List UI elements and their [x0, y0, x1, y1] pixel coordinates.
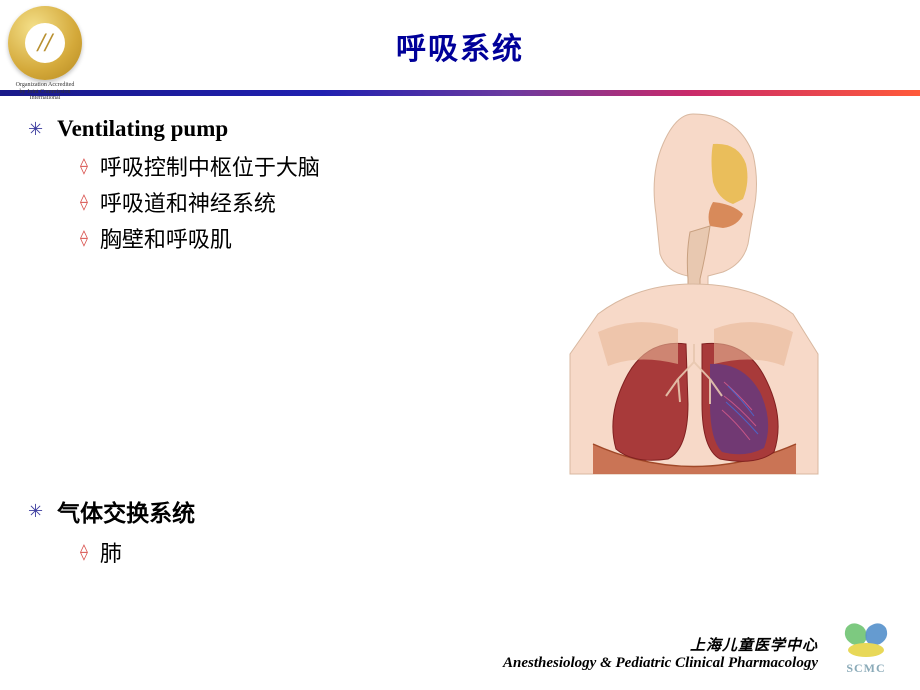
list-item-text: 肺 — [100, 536, 122, 568]
bullet-diamond-icon: ⟠ — [80, 542, 88, 562]
list-item-text: 呼吸控制中枢位于大脑 — [100, 150, 320, 182]
badge-inner-circle: // — [25, 23, 65, 63]
section-2-list: ⟠ 肺 — [28, 536, 892, 568]
bullet-diamond-icon: ⟠ — [80, 228, 88, 248]
section-1-heading-text: Ventilating pump — [57, 116, 228, 142]
bullet-diamond-icon: ⟠ — [80, 192, 88, 212]
slide-content: ✳ Ventilating pump ⟠ 呼吸控制中枢位于大脑 ⟠ 呼吸道和神经… — [0, 96, 920, 568]
badge-mark-icon: // — [38, 28, 52, 58]
scmc-logo-icon — [836, 618, 896, 660]
bullet-star-icon: ✳ — [28, 119, 43, 140]
scmc-logo-text: SCMC — [830, 661, 902, 676]
bullet-star-icon: ✳ — [28, 501, 43, 522]
footer-org-cn: 上海儿童医学中心 — [503, 634, 818, 655]
bullet-diamond-icon: ⟠ — [80, 156, 88, 176]
list-item-text: 胸壁和呼吸肌 — [100, 222, 232, 254]
badge-caption-line1: Organization Accredited — [6, 82, 84, 89]
footer-org-en: Anesthesiology & Pediatric Clinical Phar… — [503, 655, 818, 672]
section-2-heading: ✳ 气体交换系统 — [28, 494, 892, 528]
footer: 上海儿童医学中心 Anesthesiology & Pediatric Clin… — [503, 634, 818, 672]
accreditation-badge: // Organization Accredited by Joint Comm… — [6, 6, 84, 84]
scmc-logo: SCMC — [830, 618, 902, 676]
respiratory-anatomy-illustration — [538, 104, 848, 484]
list-item: ⟠ 肺 — [80, 536, 892, 568]
list-item-text: 呼吸道和神经系统 — [100, 186, 276, 218]
section-2-heading-text: 气体交换系统 — [57, 494, 195, 528]
badge-outer-ring: // — [8, 6, 82, 80]
slide-title: 呼吸系统 — [0, 0, 920, 68]
